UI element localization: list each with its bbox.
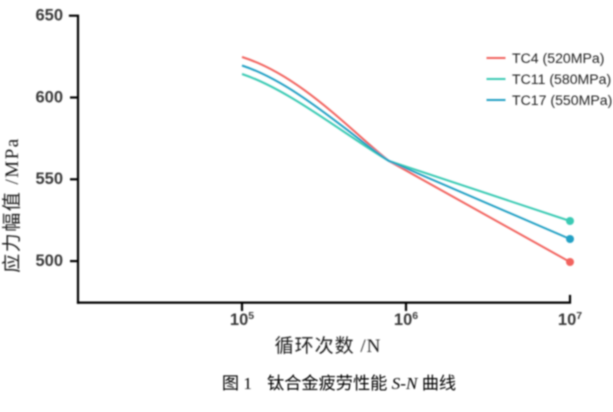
svg-text:循环次数 /N: 循环次数 /N (275, 335, 382, 357)
svg-text:TC17 (550MPa): TC17 (550MPa) (512, 92, 612, 108)
svg-text:650: 650 (35, 7, 63, 25)
svg-text:500: 500 (35, 252, 63, 270)
svg-text:106: 106 (394, 310, 418, 329)
svg-text:600: 600 (35, 88, 63, 106)
svg-text:550: 550 (35, 170, 63, 188)
svg-text:应力幅值 /MPa: 应力幅值 /MPa (1, 137, 23, 272)
svg-text:TC4 (520MPa): TC4 (520MPa) (512, 50, 604, 66)
svg-text:107: 107 (558, 310, 582, 329)
svg-text:105: 105 (230, 310, 254, 329)
svg-text:TC11 (580MPa): TC11 (580MPa) (512, 71, 611, 87)
